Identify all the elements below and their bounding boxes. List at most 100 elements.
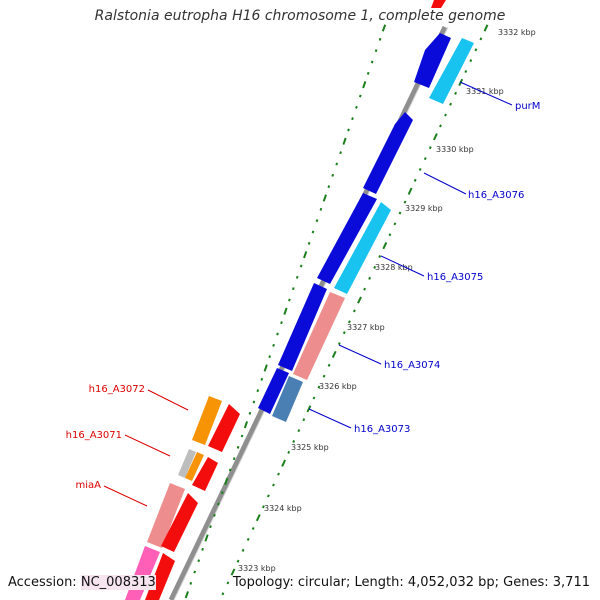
tick-mark [407, 187, 413, 195]
gene-label-h16-a3071[interactable]: h16_A3071 [66, 430, 122, 441]
gene-arrow-purm-cyan[interactable] [429, 38, 474, 104]
leader-line [124, 434, 171, 457]
tick-mark [337, 342, 341, 346]
tick-mark [342, 137, 347, 145]
tick-mark [272, 343, 275, 347]
gene-arrow-purm-blue[interactable] [414, 33, 451, 88]
tick-mark [232, 457, 236, 461]
scale-label: 3323 kbp [238, 564, 276, 573]
tick-mark [342, 331, 346, 335]
tick-mark [362, 81, 367, 89]
gene-label-h16-a3072[interactable]: h16_A3072 [89, 384, 145, 395]
tick-mark [449, 102, 453, 106]
tick-mark [351, 117, 354, 121]
leader-line [147, 389, 189, 411]
tick-mark [454, 91, 458, 95]
tick-mark [204, 534, 209, 542]
tick-mark [260, 377, 264, 381]
tick-mark [439, 124, 442, 128]
tick-mark [226, 581, 230, 585]
gene-arrow-h16-a3076[interactable] [363, 112, 413, 194]
tick-mark [317, 385, 321, 389]
tick-mark [197, 559, 201, 563]
gene-arrow-miaa-red[interactable] [161, 493, 198, 552]
gene-arrow-h16-a3073-blue[interactable] [258, 368, 289, 414]
tick-mark [252, 400, 256, 404]
tick-mark [241, 548, 245, 552]
tick-mark [373, 265, 377, 269]
tick-mark [355, 105, 358, 109]
accession-label: Accession: [8, 575, 77, 590]
tick-mark [319, 207, 323, 211]
gene-label-h16-a3076[interactable]: h16_A3076 [468, 190, 524, 201]
tick-mark [339, 151, 342, 155]
tick-mark [261, 505, 265, 509]
topology-info: Topology: circular; Length: 4,052,032 bp… [232, 575, 590, 590]
tick-mark [464, 69, 468, 74]
leader-line [423, 172, 467, 195]
gene-arrow-h16-a3071-gray[interactable] [178, 449, 196, 478]
tick-mark [272, 483, 275, 487]
tick-mark [312, 396, 316, 400]
scale-label: 3325 kbp [291, 443, 329, 452]
gene-arrow-h16-a3075-blue[interactable] [317, 193, 377, 284]
gene-arrow-h16-a3074-blue[interactable] [278, 283, 327, 371]
tick-mark [189, 581, 193, 585]
gene-label-h16-a3074[interactable]: h16_A3074 [384, 360, 440, 371]
gene-arrow-h16-a3074-salmon[interactable] [293, 292, 345, 380]
tick-mark [374, 49, 378, 53]
gene-arrow-miaa-salmon[interactable] [147, 483, 185, 548]
reverse-gene-labels: h16_A3072 h16_A3071 miaA [66, 384, 145, 491]
tick-mark [483, 24, 489, 32]
tick-mark [302, 418, 306, 422]
tick-mark [322, 374, 326, 378]
tick-mark [281, 459, 287, 467]
forward-strand-genes [258, 0, 474, 422]
tick-mark [363, 287, 367, 291]
tick-mark [276, 332, 279, 336]
far-left-tick-track [184, 24, 387, 599]
tick-mark [277, 472, 280, 476]
gene-arrow-h16-a3071-red[interactable] [192, 457, 218, 491]
tick-mark [287, 450, 291, 454]
gene-label-miaa[interactable]: miaA [76, 480, 102, 491]
tick-mark [388, 233, 392, 237]
gene-arrow-h16-a3075-cyan[interactable] [334, 202, 391, 294]
tick-mark [228, 468, 232, 472]
tick-mark [393, 222, 397, 226]
gene-arrow-h16-a3071-orange[interactable] [185, 452, 204, 481]
tick-mark [474, 48, 478, 52]
map-title: Ralstonia eutropha H16 chromosome 1, com… [94, 8, 506, 24]
tick-mark [423, 157, 427, 161]
scale-label: 3327 kbp [347, 323, 385, 332]
tick-mark [221, 592, 225, 596]
tick-mark [469, 59, 473, 63]
tick-mark [307, 241, 311, 245]
gene-arrow-h16-a3072-red[interactable] [208, 404, 240, 452]
leader-line [103, 485, 148, 507]
gene-arrow-top-red[interactable] [431, 0, 446, 8]
tick-mark [292, 439, 296, 444]
gene-arrow-h16-a3072-orange[interactable] [192, 396, 222, 445]
gene-label-purm[interactable]: purM [515, 101, 540, 112]
tick-mark [366, 71, 370, 75]
scale-labels: 3332 kbp 3331 kbp 3330 kbp 3329 kbp 3328… [238, 28, 536, 573]
tick-mark [268, 355, 271, 359]
tick-mark [479, 37, 483, 41]
tick-mark [357, 296, 362, 304]
tick-mark [295, 275, 299, 279]
tick-mark [322, 194, 327, 202]
tick-mark [306, 405, 312, 413]
gene-label-h16-a3073[interactable]: h16_A3073 [354, 424, 410, 435]
accession-value: NC_008313 [80, 575, 156, 590]
tick-mark [220, 491, 224, 495]
tick-mark [246, 537, 250, 541]
scale-label: 3332 kbp [498, 28, 536, 37]
gene-label-h16-a3075[interactable]: h16_A3075 [427, 272, 483, 283]
tick-mark [266, 494, 270, 498]
tick-mark [398, 211, 402, 215]
gene-arrow-h16-a3073-steel[interactable] [272, 376, 303, 422]
scale-label: 3324 kbp [264, 504, 302, 513]
tick-mark [370, 60, 374, 64]
